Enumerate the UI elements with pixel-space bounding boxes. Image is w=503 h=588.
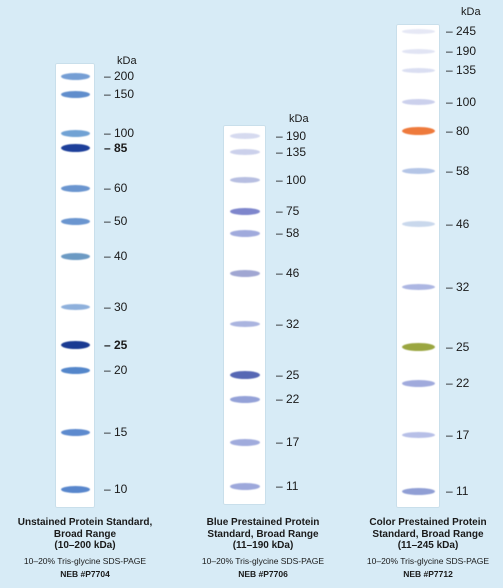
band-size-label: – 50 (104, 214, 128, 228)
caption-title-line: Broad Range (53, 528, 117, 540)
band-size-label: – 85 (104, 141, 128, 155)
caption-catalog-number: NEB #P7706 (238, 568, 288, 579)
caption-color: Color Prestained Protein Standard, Broad… (354, 517, 502, 580)
gel-band (402, 379, 435, 387)
band-size-label: – 40 (104, 249, 128, 263)
gel-band (402, 432, 435, 438)
band-size-label: – 100 (104, 126, 135, 140)
gel-band (230, 177, 260, 183)
band-size-label: – 100 (446, 95, 477, 109)
gel-band (61, 366, 90, 374)
band-size-label: – 58 (446, 164, 470, 178)
gel-band (230, 207, 260, 215)
band-size-label: – 75 (276, 204, 300, 218)
band-size-label: – 135 (446, 63, 477, 77)
gel-band (230, 133, 260, 139)
band-size-label: – 25 (276, 368, 300, 382)
gel-band (61, 184, 90, 192)
kda-unit-label: kDa (461, 6, 481, 18)
caption-blue: Blue Prestained Protein Standard, Broad … (183, 517, 343, 580)
band-size-label: – 80 (446, 124, 470, 138)
band-size-label: – 17 (446, 428, 470, 442)
gel-band (402, 343, 435, 351)
band-size-label: – 22 (446, 376, 470, 390)
gel-band (230, 321, 260, 327)
kda-unit-label: kDa (117, 55, 137, 67)
gel-band (61, 485, 90, 493)
gel-band (61, 252, 90, 260)
band-size-label: – 17 (276, 435, 300, 449)
band-size-label: – 200 (104, 69, 135, 83)
gel-band (61, 341, 90, 349)
caption-method: 10–20% Tris-glycine SDS-PAGE (23, 555, 147, 566)
band-size-label: – 15 (104, 425, 128, 439)
gel-band (402, 67, 435, 73)
band-size-label: – 46 (446, 217, 470, 231)
gel-band (402, 221, 435, 227)
gel-band (61, 428, 90, 436)
gel-band (230, 269, 260, 277)
gel-band (402, 127, 435, 135)
gel-band (230, 371, 260, 379)
band-size-label: – 11 (446, 484, 469, 498)
band-size-label: – 11 (276, 479, 299, 493)
gel-band (61, 72, 90, 80)
caption-catalog-number: NEB #P7704 (60, 568, 110, 579)
caption-title-line: (10–200 kDa) (54, 540, 116, 551)
band-size-label: – 190 (446, 44, 477, 58)
caption-title-line: (11–190 kDa) (232, 540, 294, 551)
gel-band (61, 144, 90, 152)
caption-catalog-number: NEB #P7712 (403, 568, 453, 579)
caption-method: 10–20% Tris-glycine SDS-PAGE (201, 555, 325, 566)
gel-band (402, 99, 435, 105)
gel-band (402, 284, 435, 290)
caption-title-line: Standard, Broad Range (207, 528, 319, 540)
gel-band (230, 482, 260, 490)
kda-unit-label: kDa (289, 113, 309, 125)
gel-band (230, 438, 260, 446)
gel-band (61, 90, 90, 98)
gel-band (61, 129, 90, 137)
gel-band (402, 487, 435, 495)
band-size-label: – 245 (446, 24, 477, 38)
band-size-label: – 32 (276, 317, 300, 331)
band-size-label: – 25 (446, 340, 470, 354)
gel-band (230, 149, 260, 155)
gel-band (61, 304, 90, 310)
band-size-label: – 46 (276, 266, 300, 280)
caption-unstained: Unstained Protein Standard, Broad Range … (5, 517, 165, 580)
band-size-label: – 60 (104, 181, 128, 195)
band-size-label: – 20 (104, 363, 128, 377)
band-size-label: – 100 (276, 173, 307, 187)
caption-title-line: (11–245 kDa) (397, 540, 459, 551)
caption-title-line: Unstained Protein Standard, (17, 517, 153, 528)
gel-band (402, 168, 435, 174)
caption-title-line: Blue Prestained Protein (206, 517, 320, 528)
band-size-label: – 25 (104, 338, 128, 352)
gel-band (230, 395, 260, 403)
caption-title-line: Color Prestained Protein (369, 517, 487, 528)
band-size-label: – 30 (104, 300, 128, 314)
band-size-label: – 32 (446, 280, 470, 294)
gel-band (61, 217, 90, 225)
band-size-label: – 10 (104, 482, 128, 496)
caption-method: 10–20% Tris-glycine SDS-PAGE (366, 555, 490, 566)
gel-band (402, 28, 435, 34)
band-size-label: – 22 (276, 392, 300, 406)
caption-title-line: Standard, Broad Range (372, 528, 484, 540)
band-size-label: – 190 (276, 129, 307, 143)
band-size-label: – 58 (276, 226, 300, 240)
band-size-label: – 135 (276, 145, 307, 159)
gel-band (230, 229, 260, 237)
gel-band (402, 48, 435, 54)
band-size-label: – 150 (104, 87, 135, 101)
